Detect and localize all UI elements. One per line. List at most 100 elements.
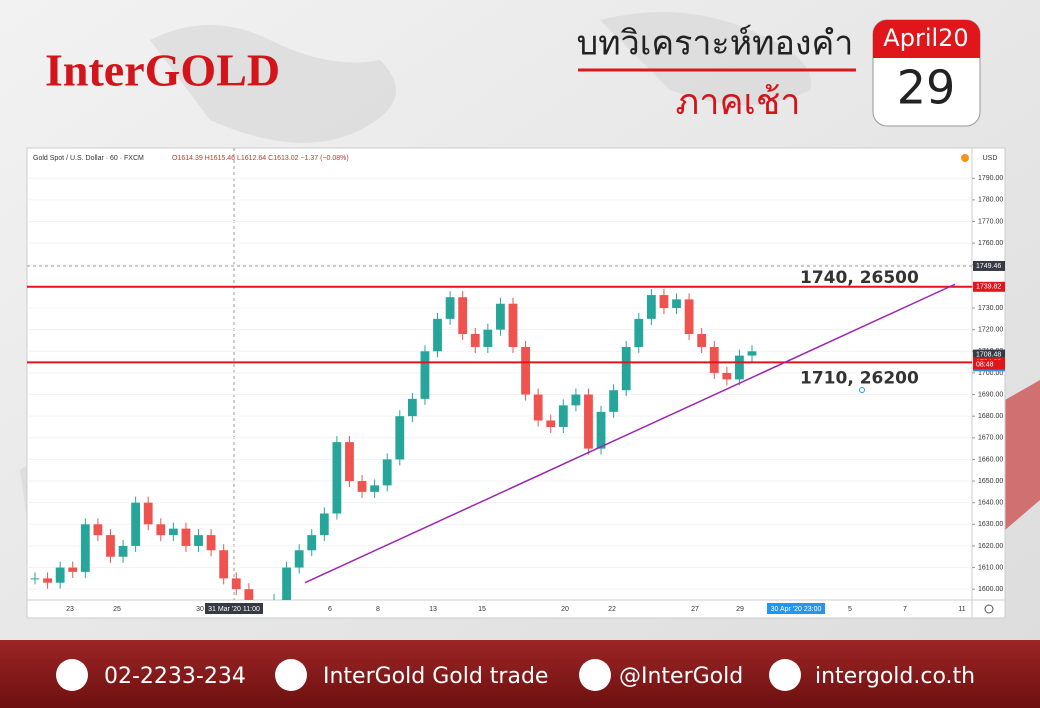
- x-tick-label: 7: [903, 606, 907, 613]
- candle: [106, 535, 115, 557]
- y-tick-label: 1630.00: [978, 521, 1003, 528]
- candle: [55, 567, 65, 583]
- candle: [156, 524, 166, 536]
- currency: USD: [983, 155, 998, 162]
- website: intergold.co.th: [815, 664, 975, 689]
- candle: [181, 528, 191, 546]
- ohlc: O1614.39 H1615.46 L1612.64 C1613.02 −1.3…: [172, 155, 349, 162]
- price-tag-label: 1749.46: [976, 263, 1001, 270]
- candle: [307, 535, 317, 551]
- candle: [244, 589, 254, 600]
- candle: [571, 394, 581, 406]
- calendar-day: 29: [897, 61, 956, 115]
- candle: [194, 535, 203, 546]
- candle: [382, 459, 392, 486]
- candle: [370, 485, 380, 492]
- candle: [646, 295, 656, 319]
- y-tick-label: 1760.00: [978, 240, 1003, 247]
- candle: [433, 318, 442, 352]
- settings-icon[interactable]: [984, 604, 994, 614]
- y-tick-label: 1690.00: [978, 391, 1003, 398]
- price-tag-label: 1739.82: [976, 284, 1001, 291]
- price-tag-label: 1708.48: [976, 351, 1001, 358]
- calendar-month: April20: [883, 24, 968, 52]
- x-tick-label: 11: [958, 606, 965, 613]
- candle: [357, 481, 367, 492]
- candle: [470, 333, 480, 347]
- candle: [584, 394, 593, 449]
- candle: [634, 318, 644, 347]
- y-tick-label: 1720.00: [978, 327, 1003, 334]
- footer: [0, 640, 1040, 708]
- y-tick-label: 1780.00: [978, 197, 1003, 204]
- candle: [294, 550, 304, 568]
- x-tick-label: 31 Mar '20 11:00: [208, 606, 260, 613]
- line-icon: [579, 659, 611, 691]
- candle: [659, 295, 669, 309]
- x-tick-label: 30 Apr '20 23:00: [771, 606, 822, 613]
- candle: [508, 303, 518, 347]
- candle: [521, 346, 530, 395]
- candle: [332, 442, 342, 514]
- y-tick-label: 1650.00: [978, 478, 1003, 485]
- x-tick-label: 27: [691, 606, 699, 613]
- candle: [219, 550, 229, 579]
- phone: 02-2233-234: [104, 664, 246, 689]
- candle: [68, 567, 78, 572]
- y-tick-label: 1730.00: [978, 305, 1003, 312]
- candle: [30, 578, 40, 580]
- candle: [672, 299, 681, 309]
- y-tick-label: 1640.00: [978, 500, 1003, 507]
- title: บทวิเคราะห์ทองคำ: [577, 24, 854, 64]
- price-tag: [973, 260, 1005, 271]
- candle: [609, 390, 619, 412]
- level-label: 1740, 26500: [800, 268, 919, 288]
- candle: [735, 355, 744, 380]
- candle: [697, 333, 707, 347]
- brand: InterGOLD: [45, 45, 280, 96]
- marker: [859, 387, 865, 393]
- plot: [27, 177, 972, 600]
- x-tick-label: 30: [196, 606, 204, 613]
- y-tick-label: 1600.00: [978, 586, 1003, 593]
- y-tick-label: 1680.00: [978, 413, 1003, 420]
- x-tick-label: 13: [429, 606, 437, 613]
- candle: [80, 524, 90, 572]
- y-tick-label: 1620.00: [978, 543, 1003, 550]
- x-label-highlight: [767, 603, 825, 614]
- x-tick-label: 23: [66, 606, 74, 613]
- y-tick-label: 1790.00: [978, 175, 1003, 182]
- candle: [445, 297, 455, 319]
- calendar-top: [873, 20, 980, 58]
- y-tick-label: 1770.00: [978, 218, 1003, 225]
- candle: [345, 442, 354, 482]
- candle: [395, 416, 405, 460]
- countdown-tag: [973, 359, 1005, 370]
- candle: [143, 502, 153, 525]
- phone-icon: [56, 659, 88, 691]
- candle: [546, 420, 556, 427]
- symbol: Gold Spot / U.S. Dollar · 60 · FXCM: [33, 155, 144, 162]
- candle: [319, 513, 329, 536]
- candle: [231, 578, 241, 590]
- candle: [93, 524, 103, 536]
- candle: [496, 303, 505, 330]
- candle: [558, 405, 568, 427]
- trendline: [304, 283, 956, 584]
- alert-dot: [961, 154, 969, 162]
- facebook-icon: [275, 659, 307, 691]
- price-tag: [973, 281, 1005, 292]
- candle: [407, 398, 417, 417]
- x-tick-label: 25: [113, 606, 121, 613]
- candle: [596, 411, 606, 449]
- candle: [206, 535, 216, 551]
- countdown: 08:48: [976, 361, 994, 368]
- facebook: InterGold Gold trade: [323, 664, 548, 689]
- candle: [709, 346, 719, 373]
- x-label-highlight: [205, 603, 263, 614]
- level-label: 1710, 26200: [800, 368, 919, 388]
- candle: [458, 297, 468, 334]
- candle: [420, 351, 430, 399]
